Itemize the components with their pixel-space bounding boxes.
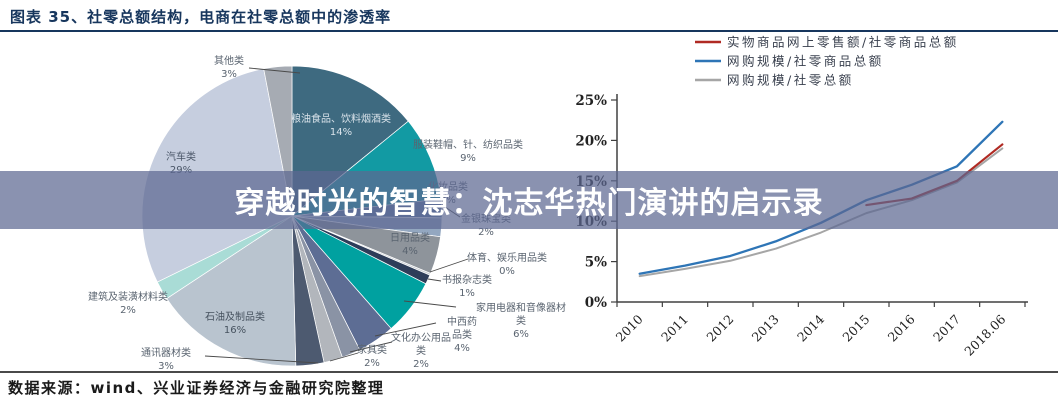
y-tick-label: 0% xyxy=(585,295,607,311)
pie-slice-label: 2% xyxy=(478,227,494,238)
banner-text: 穿越时光的智慧：沈志华热门演讲的启示录 xyxy=(234,186,824,221)
pie-slice-label: 2% xyxy=(413,359,429,370)
x-tick-label: 2018.06 xyxy=(961,311,1008,358)
pie-slice-label: 体育、娱乐用品类 xyxy=(467,251,547,264)
pie-slice-label: 16% xyxy=(224,325,246,336)
pie-slice-label: 类 xyxy=(416,344,426,357)
source-note: 数据来源：wind、兴业证券经济与金融研究院整理 xyxy=(8,379,385,397)
pie-slice-label: 4% xyxy=(454,343,470,354)
x-tick-label: 2014 xyxy=(794,311,827,344)
legend-item: 网购规模/社零商品总额 xyxy=(695,54,884,69)
x-tick-label: 2010 xyxy=(613,311,646,344)
pie-label-leader xyxy=(204,355,319,364)
pie-slice-label: 14% xyxy=(330,127,352,138)
pie-slice-label: 家具类 xyxy=(357,343,387,356)
x-tick-label: 2011 xyxy=(658,312,691,345)
title-rule xyxy=(0,30,1058,32)
pie-slice-label: 类 xyxy=(516,314,526,327)
banner-overlay: 穿越时光的智慧：沈志华热门演讲的启示录 xyxy=(0,171,1058,229)
pie-slice-label: 9% xyxy=(460,153,476,164)
pie-slice-label: 文化办公用品 xyxy=(391,331,451,344)
pie-label-leader xyxy=(349,341,393,353)
pie-slice-label: 建筑及装潢材料类 xyxy=(88,290,168,303)
pie-label-leader xyxy=(429,258,469,273)
y-tick-label: 5% xyxy=(585,255,607,271)
legend-item: 网购规模/社零总额 xyxy=(695,73,854,88)
chart-title: 图表 35、社零总额结构，电商在社零总额中的渗透率 xyxy=(10,8,392,26)
pie-slice-label: 汽车类 xyxy=(166,150,196,163)
pie-slice-label: 3% xyxy=(158,361,174,372)
pie-slice-label: 石油及制品类 xyxy=(205,310,265,323)
pie-label-leader xyxy=(374,322,437,337)
x-tick-label: 2012 xyxy=(703,312,736,345)
pie-slice-label: 4% xyxy=(402,246,418,257)
pie-slice-label: 3% xyxy=(221,69,237,80)
pie-slice-label: 服装鞋帽、针、纺织品类 xyxy=(413,138,523,151)
legend-label: 网购规模/社零商品总额 xyxy=(727,54,884,69)
pie-slice-label: 6% xyxy=(513,329,529,340)
legend-label: 实物商品网上零售额/社零商品总额 xyxy=(727,35,959,50)
pie-slice-label: 29% xyxy=(170,165,192,176)
x-tick-label: 2017 xyxy=(930,311,963,344)
pie-slice-label: 家用电器和音像器材 xyxy=(476,301,566,314)
pie-slice-label: 粮油食品、饮料烟酒类 xyxy=(291,112,391,125)
pie-slice-label: 2% xyxy=(120,305,136,316)
pie-slice-label: 品类 xyxy=(452,328,472,341)
pie-label-leader xyxy=(427,278,442,282)
y-tick-label: 20% xyxy=(575,133,607,149)
y-tick-label: 25% xyxy=(575,93,607,109)
pie-label-leader xyxy=(248,67,301,74)
x-tick-label: 2015 xyxy=(839,312,872,345)
pie-label-leader xyxy=(329,352,359,362)
pie-slice-label: 其他类 xyxy=(214,54,244,67)
legend-label: 网购规模/社零总额 xyxy=(727,73,854,88)
pie-slice-label: 1% xyxy=(459,288,475,299)
legend-item: 实物商品网上零售额/社零商品总额 xyxy=(695,35,959,50)
pie-slice-label: 通讯器材类 xyxy=(141,346,191,359)
x-tick-label: 2016 xyxy=(885,311,918,344)
pie-slice-label: 0% xyxy=(499,266,515,277)
pie-slice-label: 日用品类 xyxy=(390,231,430,244)
pie-slice xyxy=(166,215,297,367)
footer-rule xyxy=(0,371,1058,373)
pie-slice-label: 2% xyxy=(364,358,380,369)
x-tick-label: 2013 xyxy=(749,311,782,344)
pie-slice-label: 中西药 xyxy=(447,315,477,328)
pie-label-leader xyxy=(403,300,457,308)
pie-slice-label: 书报杂志类 xyxy=(442,273,492,286)
